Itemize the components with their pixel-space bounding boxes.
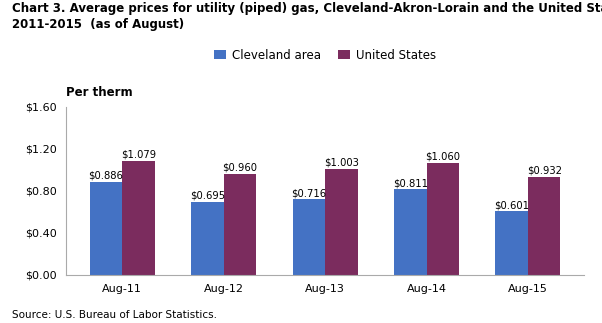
Text: Source: U.S. Bureau of Labor Statistics.: Source: U.S. Bureau of Labor Statistics.	[12, 310, 217, 320]
Text: $1.003: $1.003	[324, 158, 359, 168]
Text: $0.886: $0.886	[88, 170, 123, 180]
Text: $0.601: $0.601	[494, 200, 529, 210]
Legend: Cleveland area, United States: Cleveland area, United States	[214, 49, 436, 62]
Bar	[394, 189, 426, 275]
Bar	[495, 212, 528, 275]
Text: $0.960: $0.960	[222, 162, 258, 172]
Text: $0.695: $0.695	[190, 190, 225, 200]
Bar	[90, 182, 122, 275]
Bar	[528, 177, 560, 275]
Bar	[191, 202, 224, 275]
Bar	[293, 199, 325, 275]
Bar	[325, 169, 358, 275]
Bar	[122, 161, 155, 275]
Text: Per therm: Per therm	[66, 86, 133, 99]
Text: $1.060: $1.060	[425, 152, 461, 162]
Text: $1.079: $1.079	[121, 150, 156, 160]
Bar	[224, 174, 256, 275]
Text: $0.932: $0.932	[527, 165, 562, 175]
Text: Chart 3. Average prices for utility (piped) gas, Cleveland-Akron-Lorain and the : Chart 3. Average prices for utility (pip…	[12, 2, 602, 31]
Bar	[426, 163, 459, 275]
Text: $0.811: $0.811	[393, 178, 428, 188]
Text: $0.716: $0.716	[291, 188, 326, 198]
